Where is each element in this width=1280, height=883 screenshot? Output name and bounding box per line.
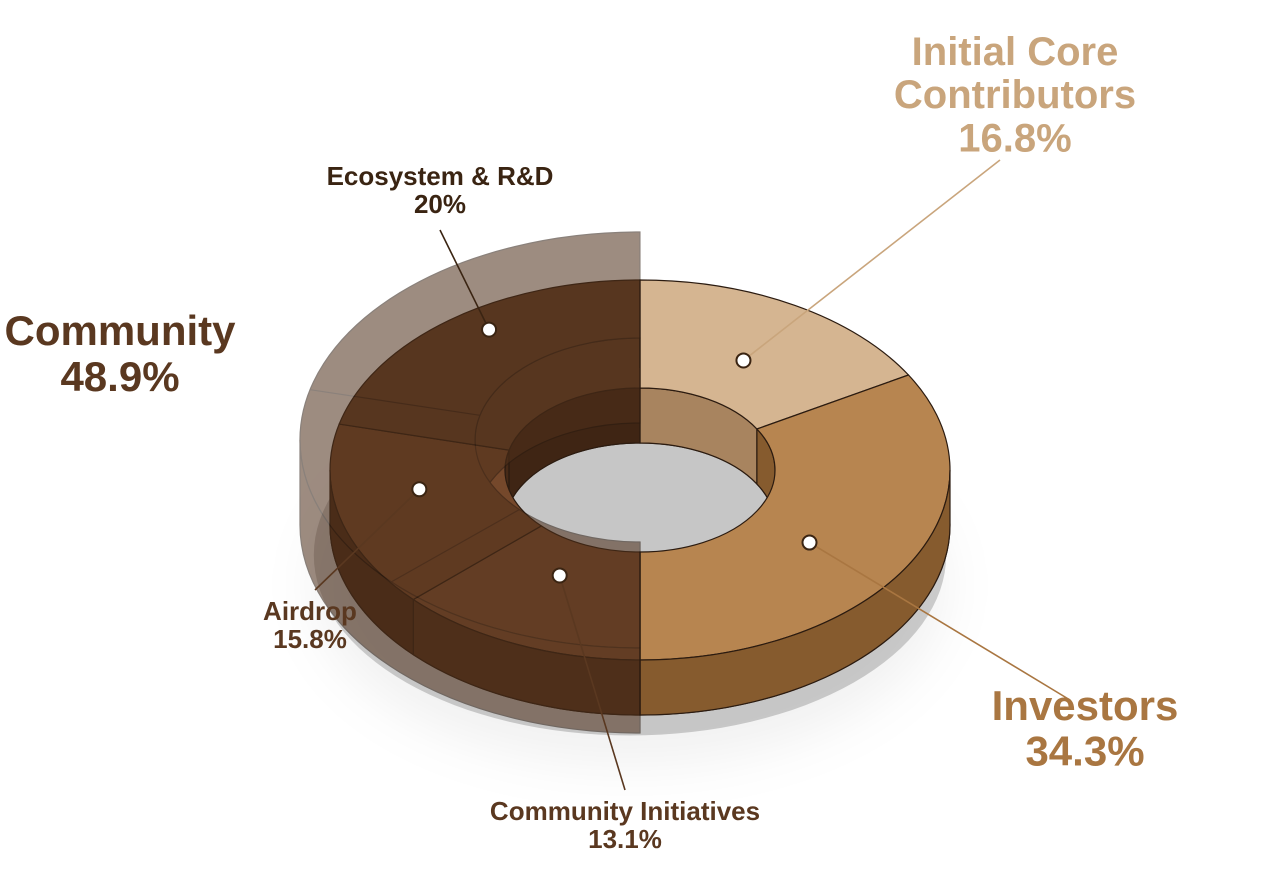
label-initiatives: Community Initiatives13.1% xyxy=(490,796,760,854)
label-investors: Investors34.3% xyxy=(992,682,1179,774)
marker-contributors xyxy=(736,353,750,367)
marker-airdrop xyxy=(412,482,426,496)
marker-ecosystem xyxy=(482,323,496,337)
label-community: Community48.9% xyxy=(5,307,237,400)
marker-investors xyxy=(803,536,817,550)
donut-3d-chart: Initial CoreContributors16.8% Investors34… xyxy=(0,0,1280,883)
label-airdrop: Airdrop15.8% xyxy=(263,596,357,654)
label-contributors: Initial CoreContributors16.8% xyxy=(894,30,1136,160)
leader-contributors xyxy=(743,160,1000,360)
marker-initiatives xyxy=(553,568,567,582)
label-ecosystem: Ecosystem & R&D20% xyxy=(327,161,554,219)
